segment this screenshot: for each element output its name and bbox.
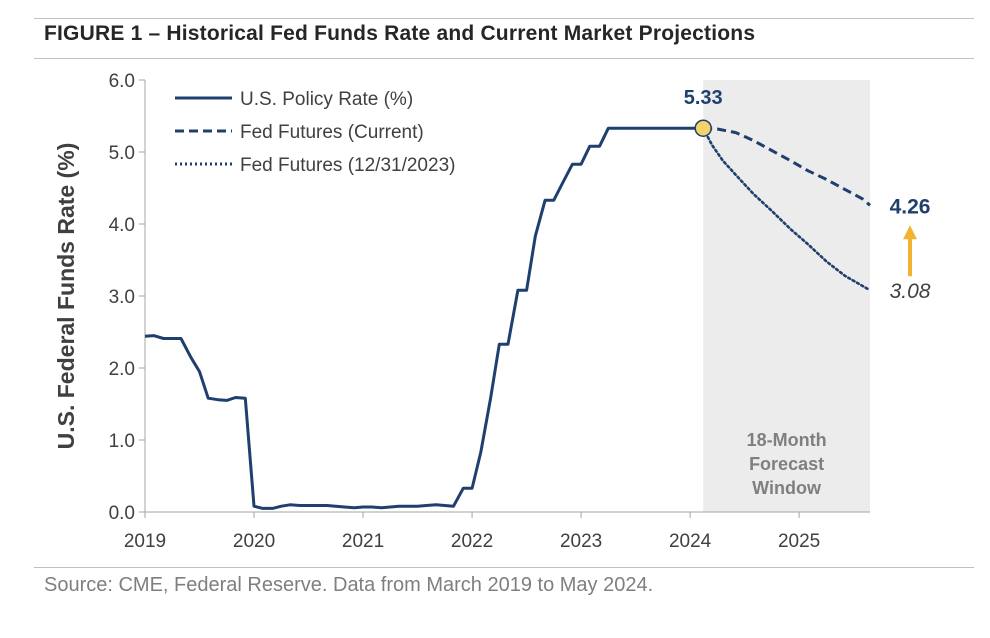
- x-tick-label: 2025: [778, 531, 820, 552]
- legend-label-3: Fed Futures (12/31/2023): [240, 155, 455, 176]
- title-rule: [34, 58, 974, 59]
- forecast-window-shade: [703, 80, 870, 512]
- forecast-window-label: Forecast: [749, 454, 824, 474]
- y-tick-label: 6.0: [109, 71, 135, 92]
- top-rule: [34, 18, 974, 19]
- legend-label-1: U.S. Policy Rate (%): [240, 89, 413, 110]
- x-tick-label: 2023: [560, 531, 602, 552]
- y-tick-label: 0.0: [109, 503, 135, 524]
- legend-label-2: Fed Futures (Current): [240, 122, 424, 143]
- x-tick-label: 2022: [451, 531, 493, 552]
- current-rate-label: 5.33: [684, 87, 723, 109]
- forecast-window-label: 18-Month: [747, 430, 827, 450]
- figure-title: FIGURE 1 – Historical Fed Funds Rate and…: [44, 22, 756, 45]
- y-tick-label: 1.0: [109, 431, 135, 452]
- y-tick-label: 5.0: [109, 143, 135, 164]
- x-tick-label: 2021: [342, 531, 384, 552]
- y-tick-label: 3.0: [109, 287, 135, 308]
- y-tick-label: 4.0: [109, 215, 135, 236]
- x-tick-label: 2020: [233, 531, 275, 552]
- bottom-rule: [34, 567, 974, 568]
- series-line-2: [703, 126, 871, 207]
- forecast-window-label: Window: [752, 478, 822, 498]
- series-line-1: [144, 126, 704, 510]
- source-note: Source: CME, Federal Reserve. Data from …: [44, 574, 654, 596]
- x-tick-label: 2019: [124, 531, 166, 552]
- current-futures-end-label: 4.26: [890, 195, 931, 218]
- x-tick-label: 2024: [669, 531, 712, 552]
- series-line-3: [701, 126, 872, 292]
- y-tick-label: 2.0: [109, 359, 135, 380]
- prior-futures-end-label: 3.08: [890, 280, 931, 303]
- y-axis-title: U.S. Federal Funds Rate (%): [53, 143, 79, 450]
- repricing-arrow-head: [903, 225, 917, 240]
- current-rate-marker: [694, 119, 712, 137]
